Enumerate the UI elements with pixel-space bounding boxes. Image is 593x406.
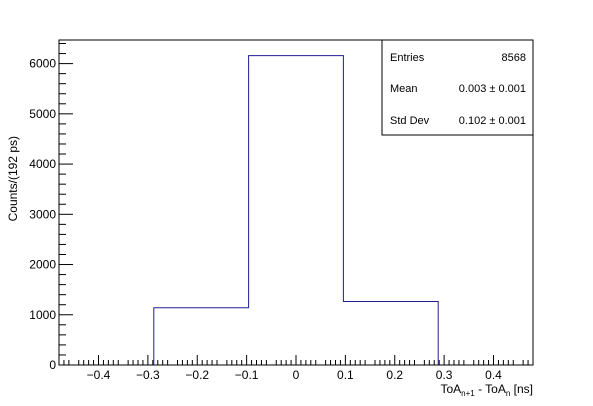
x-minor-ticks <box>63 360 529 365</box>
stats-stddev-value: 0.102 ± 0.001 <box>459 115 526 127</box>
x-axis-label-sub2: n <box>506 389 510 398</box>
x-axis-label: ToAn+1 - ToAn [ns] <box>440 382 533 398</box>
y-tick-label: 4000 <box>29 157 56 171</box>
y-axis-ticks: 0 1000 2000 3000 4000 5000 6000 <box>29 57 73 372</box>
x-tick-label: −0.3 <box>136 368 160 382</box>
stats-mean-label: Mean <box>390 83 418 95</box>
y-tick-label: 6000 <box>29 57 56 71</box>
x-tick-label: 0.3 <box>436 368 453 382</box>
y-tick-label: 1000 <box>29 308 56 322</box>
x-tick-label: −0.1 <box>235 368 259 382</box>
stats-box-frame <box>381 39 534 136</box>
stats-box: Entries 8568 Mean 0.003 ± 0.001 Std Dev … <box>381 39 534 136</box>
x-tick-label: −0.4 <box>87 368 111 382</box>
x-tick-label: −0.2 <box>185 368 209 382</box>
stats-stddev-label: Std Dev <box>390 115 430 127</box>
x-tick-label: 0.2 <box>386 368 403 382</box>
histogram-series-line <box>153 55 439 365</box>
stats-mean-value: 0.003 ± 0.001 <box>459 83 526 95</box>
x-axis-ticks: −0.4 −0.3 −0.2 −0.1 0 0.1 0.2 0.3 0.4 <box>87 355 502 382</box>
y-tick-label: 5000 <box>29 107 56 121</box>
stats-entries-label: Entries <box>390 52 425 64</box>
x-axis-label-sub1: n+1 <box>461 389 475 398</box>
x-tick-label: 0.4 <box>485 368 502 382</box>
x-tick-label: 0.1 <box>337 368 354 382</box>
y-tick-label: 3000 <box>29 207 56 221</box>
x-axis-label-main: ToA <box>440 382 461 396</box>
y-minor-ticks <box>59 43 66 356</box>
x-tick-label: 0 <box>293 368 300 382</box>
y-axis-label: Counts/(192 ps) <box>6 136 20 221</box>
y-tick-label: 2000 <box>29 258 56 272</box>
y-tick-label: 0 <box>49 358 56 372</box>
stats-entries-value: 8568 <box>502 52 526 64</box>
x-axis-label-mid: - ToA <box>475 382 506 396</box>
x-axis-label-tail: [ns] <box>510 382 533 396</box>
